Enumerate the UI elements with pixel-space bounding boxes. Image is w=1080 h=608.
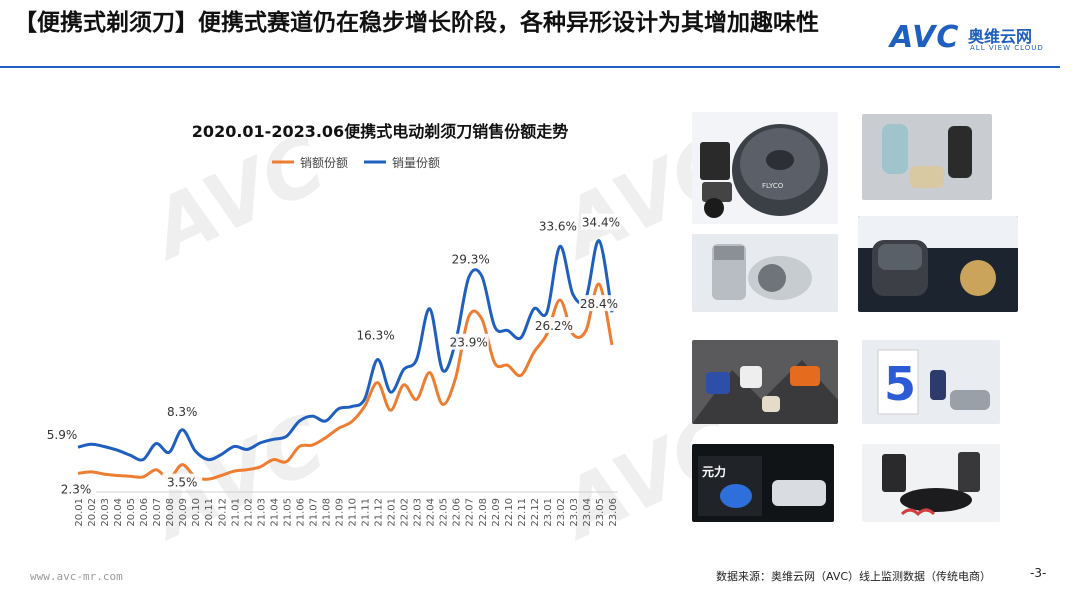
x-tick-label: 20.04 (113, 498, 124, 527)
data-label: 2.3% (61, 482, 92, 496)
data-label: 23.9% (450, 336, 488, 350)
x-tick-label: 22.08 (478, 498, 489, 527)
x-tick-label: 21.05 (282, 498, 293, 527)
x-tick-label: 23.02 (556, 498, 567, 527)
x-tick-label: 21.12 (374, 498, 385, 527)
page-number: -3- (1030, 566, 1047, 580)
x-tick-label: 20.10 (191, 498, 202, 527)
product-photo-metal-cylinder (692, 234, 838, 312)
x-tick-label: 22.07 (465, 498, 476, 527)
footer-url: www.avc-mr.com (30, 570, 123, 583)
product-photo-number-5: 5 (862, 340, 1000, 424)
x-tick-label: 22.02 (400, 498, 411, 527)
data-label: 28.4% (580, 297, 618, 311)
x-tick-label: 20.06 (139, 498, 150, 527)
x-tick-label: 20.01 (74, 498, 85, 527)
x-tick-label: 22.05 (439, 498, 450, 527)
x-tick-label: 20.05 (126, 498, 137, 527)
data-label: 34.4% (582, 216, 620, 230)
number-five-text: 5 (884, 357, 916, 411)
x-tick-label: 21.02 (243, 498, 254, 527)
data-label: 29.3% (452, 253, 490, 267)
data-label-bg (533, 317, 574, 334)
logo-cn-name: 奥维云网 (968, 27, 1033, 46)
x-tick-label: 23.04 (582, 498, 593, 527)
avc-logo: AVC 奥维云网 ALL VIEW CLOUD (890, 20, 1070, 60)
x-tick-label: 22.09 (491, 498, 502, 527)
x-tick-label: 20.03 (100, 498, 111, 527)
x-tick-label: 22.12 (530, 498, 541, 527)
data-label-bg (450, 250, 491, 267)
data-label: 5.9% (47, 428, 78, 442)
product-photo-colored-cubes (692, 340, 838, 424)
product-photo-square-dark (858, 216, 1018, 312)
series-line-1 (77, 239, 614, 462)
product-photo-flycoo: FLYCO (692, 112, 838, 224)
header-divider (0, 66, 1060, 68)
data-label-bg (580, 213, 621, 230)
x-tick-label: 20.11 (204, 498, 215, 527)
x-tick-label: 20.07 (152, 498, 163, 527)
data-label-bg (578, 295, 619, 312)
chart-title: 2020.01-2023.06便携式电动剃须刀销售份额走势 (191, 122, 569, 141)
data-label: 16.3% (356, 329, 394, 343)
flyco-brand-text: FLYCO (762, 182, 784, 190)
logo-en-name: ALL VIEW CLOUD (970, 44, 1044, 52)
x-tick-label: 21.06 (295, 498, 306, 527)
x-tick-label: 23.03 (569, 498, 580, 527)
data-label: 8.3% (167, 405, 198, 419)
x-tick-label: 21.01 (230, 498, 241, 527)
product-photo-box-dark: 元力 (692, 444, 834, 522)
x-tick-label: 22.03 (413, 498, 424, 527)
x-tick-label: 21.09 (334, 498, 345, 527)
data-label-bg (162, 402, 203, 419)
data-label-bg (162, 473, 203, 490)
logo-mark: AVC (890, 20, 960, 55)
data-label: 33.6% (539, 219, 577, 233)
x-tick-label: 23.05 (595, 498, 606, 527)
legend-label: 销额份额 (300, 156, 348, 170)
legend-label: 销量份额 (392, 156, 440, 170)
x-tick-label: 21.03 (256, 498, 267, 527)
x-tick-label: 20.02 (87, 498, 98, 527)
x-tick-label: 21.04 (269, 498, 280, 527)
x-tick-label: 20.12 (217, 498, 228, 527)
x-tick-label: 20.09 (178, 498, 189, 527)
x-tick-label: 23.01 (543, 498, 554, 527)
x-tick-label: 21.08 (321, 498, 332, 527)
x-tick-label: 21.10 (348, 498, 359, 527)
page-title: 【便携式剃须刀】便携式赛道仍在稳步增长阶段，各种异形设计为其增加趣味性 (14, 10, 819, 36)
x-tick-label: 22.04 (426, 498, 437, 527)
data-label-bg (448, 333, 489, 350)
data-label-bg (42, 426, 82, 443)
data-label-bg (537, 217, 578, 234)
data-label-bg (56, 480, 96, 497)
x-tick-label: 22.01 (387, 498, 398, 527)
data-label: 3.5% (167, 476, 198, 490)
x-tick-label: 22.11 (517, 498, 528, 527)
data-source-note: 数据来源：奥维云网（AVC）线上监测数据（传统电商） (716, 570, 992, 583)
x-tick-label: 21.11 (361, 498, 372, 527)
box-brand-text: 元力 (702, 464, 726, 479)
x-tick-label: 22.10 (504, 498, 515, 527)
data-label: 26.2% (535, 319, 573, 333)
x-tick-label: 20.08 (165, 498, 176, 527)
data-label-bg (355, 326, 396, 343)
x-tick-label: 22.06 (452, 498, 463, 527)
product-photo-grey-pocket (862, 114, 992, 200)
x-tick-label: 21.07 (308, 498, 319, 527)
x-tick-label: 23.06 (608, 498, 619, 527)
product-photo-store-display (862, 444, 1000, 522)
